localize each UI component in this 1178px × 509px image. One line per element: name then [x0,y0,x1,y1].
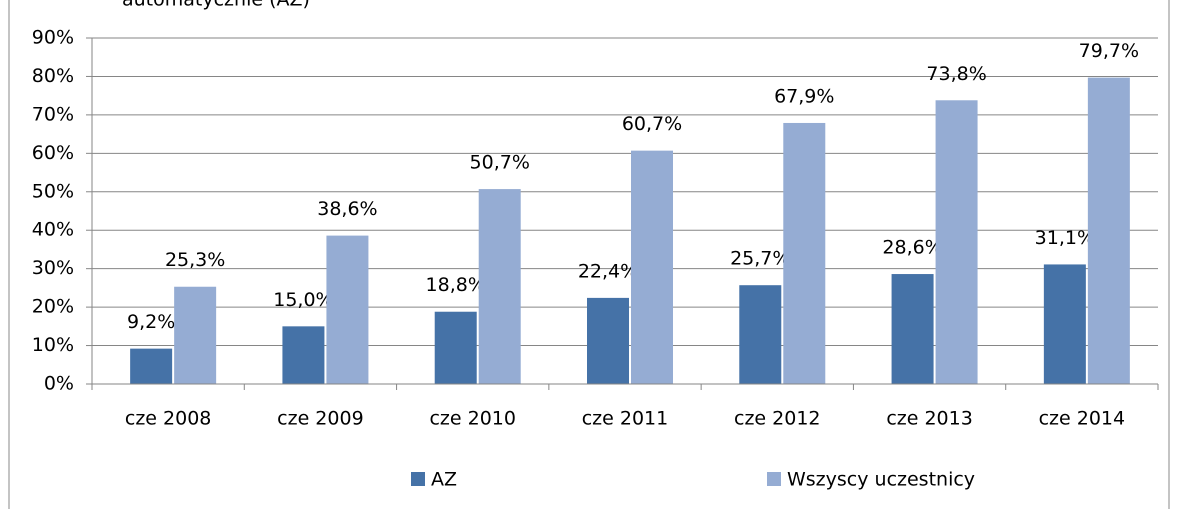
x-tick-label: cze 2012 [734,408,821,430]
value-label: 67,9% [774,85,834,107]
legend-swatch [767,472,781,486]
value-label: 28,6% [882,237,942,259]
legend-swatch [411,472,425,486]
legend-label: AZ [431,469,457,491]
bar [1087,77,1130,384]
bar [326,235,369,384]
value-label: 31,1% [1035,227,1095,249]
bar [587,297,629,384]
bar [130,348,173,384]
value-label: 18,8% [426,274,486,296]
value-label: 15,0% [273,289,333,311]
bar [1043,264,1086,384]
value-label: 50,7% [470,152,530,174]
y-tick-label: 70% [32,103,74,125]
x-tick-label: cze 2009 [277,408,364,430]
y-tick-label: 80% [32,65,74,87]
bar [174,286,217,384]
value-label: 25,7% [730,248,790,270]
chart-title: automatycznie (AZ) [122,0,310,11]
bar [282,326,325,384]
value-label: 25,3% [165,249,225,271]
bar [478,189,521,384]
y-tick-label: 0% [44,373,74,395]
x-tick-label: cze 2010 [429,408,516,430]
value-label: 9,2% [127,311,175,333]
bar [891,274,934,384]
value-label: 79,7% [1079,40,1139,62]
value-label: 22,4% [578,260,638,282]
y-tick-label: 20% [32,296,74,318]
value-label: 73,8% [926,63,986,85]
bar [739,285,782,384]
chart-frame [8,0,1170,509]
x-tick-label: cze 2014 [1039,408,1126,430]
legend-label: Wszyscy uczestnicy [787,469,975,491]
y-tick-label: 50% [32,180,74,202]
x-tick-label: cze 2011 [582,408,669,430]
bar [631,150,673,384]
y-tick-label: 60% [32,142,74,164]
bar [935,100,978,384]
bar [783,122,826,384]
x-tick-label: cze 2008 [125,408,212,430]
value-label: 60,7% [622,113,682,135]
y-tick-label: 10% [32,334,74,356]
y-tick-label: 40% [32,219,74,241]
value-label: 38,6% [317,198,377,220]
y-tick-label: 30% [32,257,74,279]
x-tick-label: cze 2013 [886,408,973,430]
bar [434,311,477,384]
y-tick-label: 90% [32,27,74,49]
